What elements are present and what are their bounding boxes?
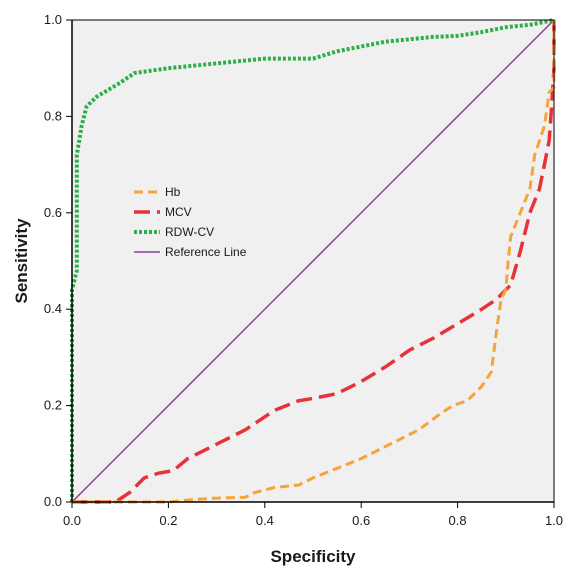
legend-label-mcv: MCV [165,205,192,219]
y-axis-title: Sensitivity [12,218,31,304]
series-line-mcv [72,20,556,504]
series-layer [70,18,556,504]
y-axis-ticks: 0.0 0.2 0.4 0.6 0.8 1.0 [44,12,72,509]
x-tick-label: 0.8 [449,513,467,528]
legend-label-hb: Hb [165,185,181,199]
x-tick-label: 0.2 [159,513,177,528]
x-axis-ticks: 0.0 0.2 0.4 0.6 0.8 1.0 [63,502,563,528]
x-tick-label: 0.6 [352,513,370,528]
x-tick-label: 0.4 [256,513,274,528]
legend-label-reference-line: Reference Line [165,245,247,259]
legend-label-rdw-cv: RDW-CV [165,225,214,239]
series-line-reference-line [71,19,555,503]
x-tick-label: 1.0 [545,513,563,528]
y-tick-label: 0.8 [44,108,62,123]
x-tick-label: 0.0 [63,513,81,528]
y-tick-label: 0.2 [44,398,62,413]
y-tick-label: 0.4 [44,301,62,316]
legend: Hb MCV RDW-CV Reference Line [134,185,247,259]
y-tick-label: 1.0 [44,12,62,27]
y-tick-label: 0.0 [44,494,62,509]
y-tick-label: 0.6 [44,205,62,220]
x-axis-title: Specificity [270,547,356,566]
series-line-rdw-cv [70,18,555,502]
series-line-hb [72,20,556,504]
